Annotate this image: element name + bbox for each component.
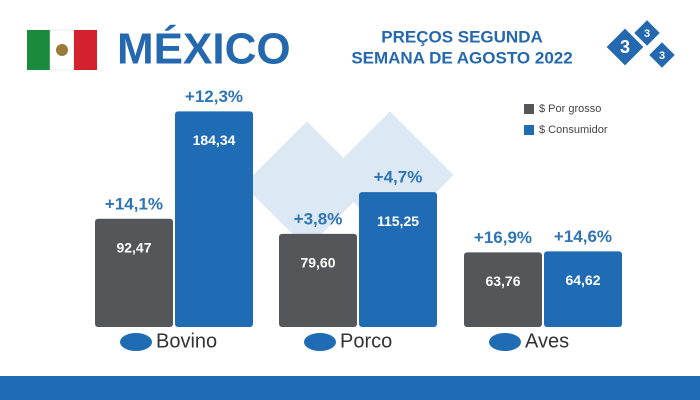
change-label: +4,7% xyxy=(374,168,423,187)
value-label: 92,47 xyxy=(116,240,151,256)
bar xyxy=(95,218,173,327)
legend-label: $ Consumidor xyxy=(539,124,608,136)
logo-text: 3 xyxy=(644,28,650,40)
value-label: 79,60 xyxy=(300,255,335,271)
x-tick-label: Porco xyxy=(340,330,392,352)
flag xyxy=(27,29,97,71)
legend-swatch xyxy=(524,125,534,135)
logo-text: 3 xyxy=(659,50,665,62)
category-icon xyxy=(120,333,152,351)
bar xyxy=(279,233,357,327)
bar xyxy=(175,111,253,327)
change-label: +3,8% xyxy=(294,209,343,228)
bar xyxy=(464,252,542,327)
footer-band xyxy=(0,376,700,400)
chart-subtitle: PREÇOS SEGUNDA xyxy=(381,27,543,46)
value-label: 115,25 xyxy=(377,213,419,229)
category-icon xyxy=(489,333,521,351)
change-label: +14,6% xyxy=(554,227,612,246)
value-label: 64,62 xyxy=(565,272,600,288)
legend-label: $ Por grosso xyxy=(539,103,601,115)
change-label: +16,9% xyxy=(474,228,532,247)
x-tick-label: Bovino xyxy=(156,330,217,352)
change-label: +12,3% xyxy=(185,87,243,106)
logo: 3 3 3 xyxy=(606,20,675,68)
legend-swatch xyxy=(524,104,534,114)
change-label: +14,1% xyxy=(105,194,163,213)
bar xyxy=(359,192,437,327)
x-tick-label: Aves xyxy=(525,330,569,352)
category-icon xyxy=(304,333,336,351)
chart-subtitle: SEMANA DE AGOSTO 2022 xyxy=(351,48,572,67)
value-label: 184,34 xyxy=(193,132,236,148)
logo-text: 3 xyxy=(620,37,630,57)
chart-title: MÉXICO xyxy=(117,24,291,74)
bar xyxy=(544,251,622,327)
value-label: 63,76 xyxy=(485,273,520,289)
